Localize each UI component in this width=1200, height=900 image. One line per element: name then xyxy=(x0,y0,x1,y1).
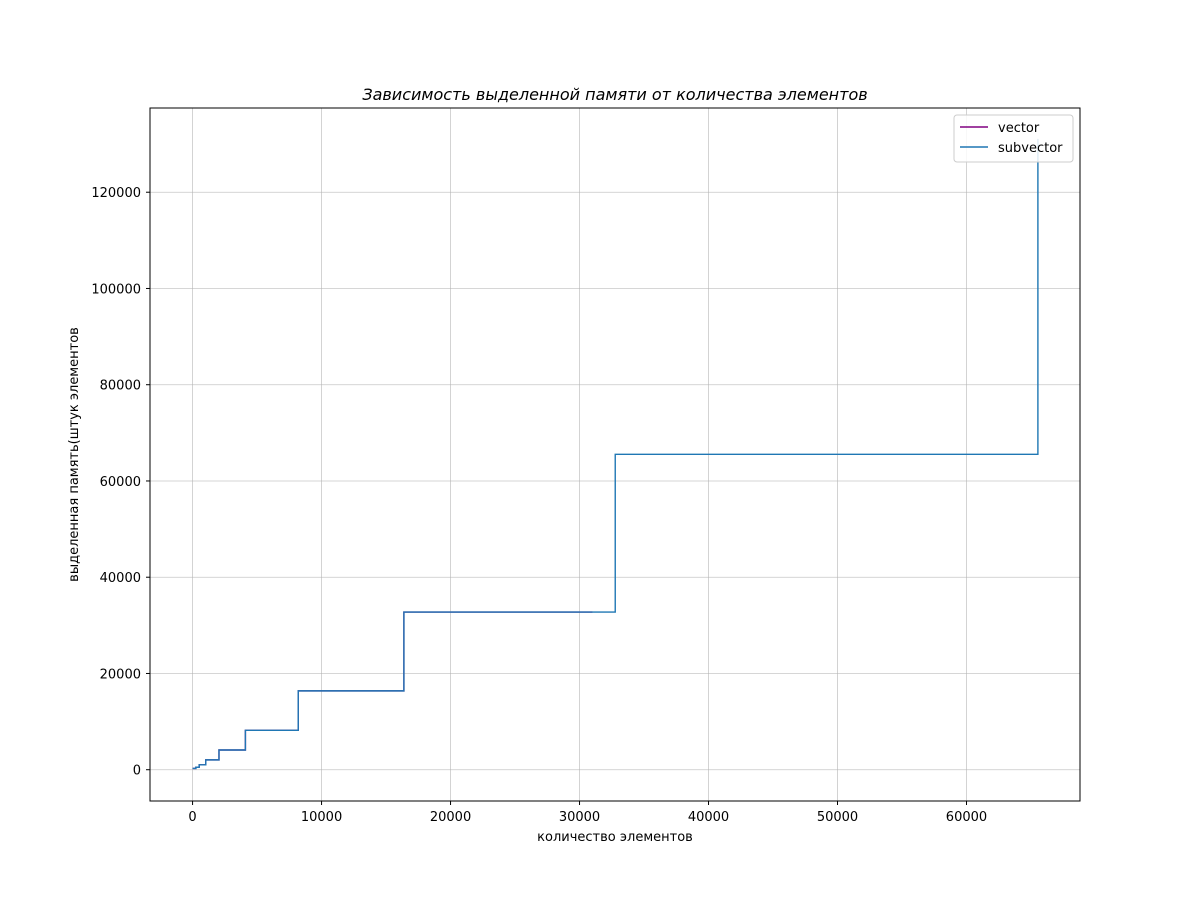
y-tick-label: 20000 xyxy=(100,667,141,682)
y-tick-label: 60000 xyxy=(100,475,141,490)
y-tick-label: 100000 xyxy=(91,282,141,297)
plot-frame xyxy=(149,107,1081,802)
x-tick-label: 30000 xyxy=(559,810,600,825)
y-tick-label: 120000 xyxy=(91,186,141,201)
x-axis-label: количество элементов xyxy=(537,830,693,845)
x-tick-label: 0 xyxy=(188,810,196,825)
legend: vector subvector xyxy=(953,114,1074,163)
y-tick-label: 80000 xyxy=(100,379,141,394)
ticks: 0 10000 20000 30000 40000 50000 60000 0 20000 400… xyxy=(91,186,987,825)
legend-label-vector: vector xyxy=(998,121,1040,136)
x-tick-label: 40000 xyxy=(688,810,729,825)
chart-title: Зависимость выделенной памяти от количес… xyxy=(362,85,867,104)
y-axis-label: выделенная память(штук элементов xyxy=(67,327,82,582)
y-tick-label: 40000 xyxy=(100,571,141,586)
x-tick-label: 60000 xyxy=(946,810,987,825)
x-tick-label: 50000 xyxy=(817,810,858,825)
series-line-subvector xyxy=(192,138,1039,770)
y-tick-label: 0 xyxy=(133,764,141,779)
series-layer xyxy=(192,138,1039,770)
x-tick-label: 10000 xyxy=(301,810,342,825)
legend-label-subvector: subvector xyxy=(998,141,1063,156)
x-tick-label: 20000 xyxy=(430,810,471,825)
